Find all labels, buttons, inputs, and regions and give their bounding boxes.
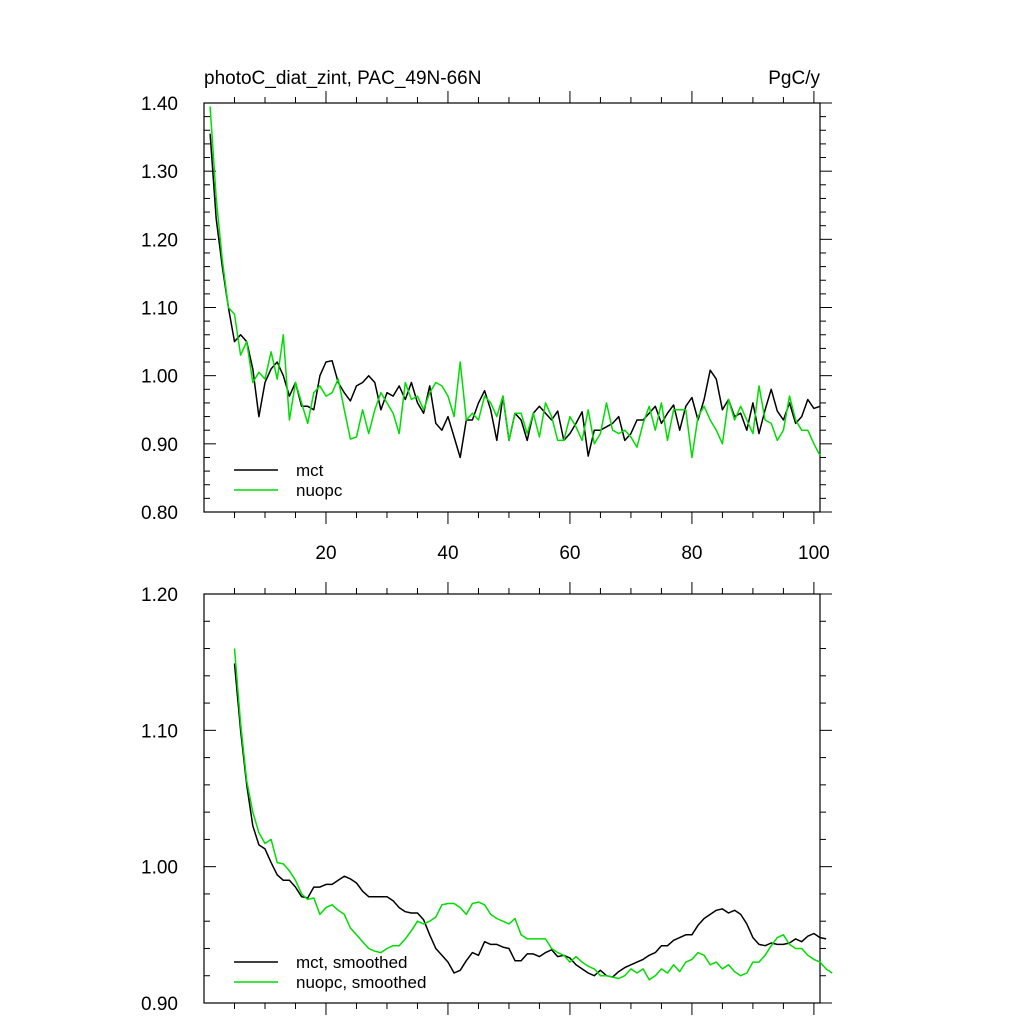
y-tick-label: 1.00	[141, 367, 178, 388]
y-tick-label: 1.40	[141, 94, 178, 115]
legend-label: nuopc	[296, 481, 343, 500]
x-tick-label: 20	[315, 543, 336, 564]
x-tick-label: 60	[559, 543, 580, 564]
y-tick-label: 1.00	[141, 858, 178, 879]
x-tick-label: 80	[681, 543, 702, 564]
units-label: PgC/y	[768, 68, 820, 89]
top-panel-smoothed-none: 20 40 60 80 100 0.80 0.90 1.00 1.10 1.20 1.30 1.40 m…	[141, 91, 832, 564]
series-line-mct	[233, 663, 827, 978]
y-tick-label: 1.20	[141, 230, 178, 251]
y-tick-label: 1.20	[141, 585, 178, 606]
chart-title: photoC_diat_zint, PAC_49N-66N	[204, 68, 481, 89]
y-tick-label: 1.10	[141, 299, 178, 320]
series-line-mct	[209, 133, 821, 459]
y-tick-label: 0.90	[141, 994, 178, 1015]
x-tick-label: 40	[437, 543, 458, 564]
legend-label: nuopc, smoothed	[296, 973, 426, 992]
series-line-nuopc	[233, 648, 833, 981]
y-tick-label: 0.90	[141, 435, 178, 456]
y-tick-label: 0.80	[141, 503, 178, 524]
y-tick-label: 1.30	[141, 162, 178, 183]
plot-frame	[203, 593, 821, 1004]
series-line-nuopc	[209, 106, 821, 459]
plot-frame	[203, 102, 821, 513]
y-tick-label: 1.10	[141, 721, 178, 742]
x-tick-label: 100	[798, 543, 830, 564]
legend-label: mct, smoothed	[296, 953, 408, 972]
legend-label: mct	[296, 461, 324, 480]
